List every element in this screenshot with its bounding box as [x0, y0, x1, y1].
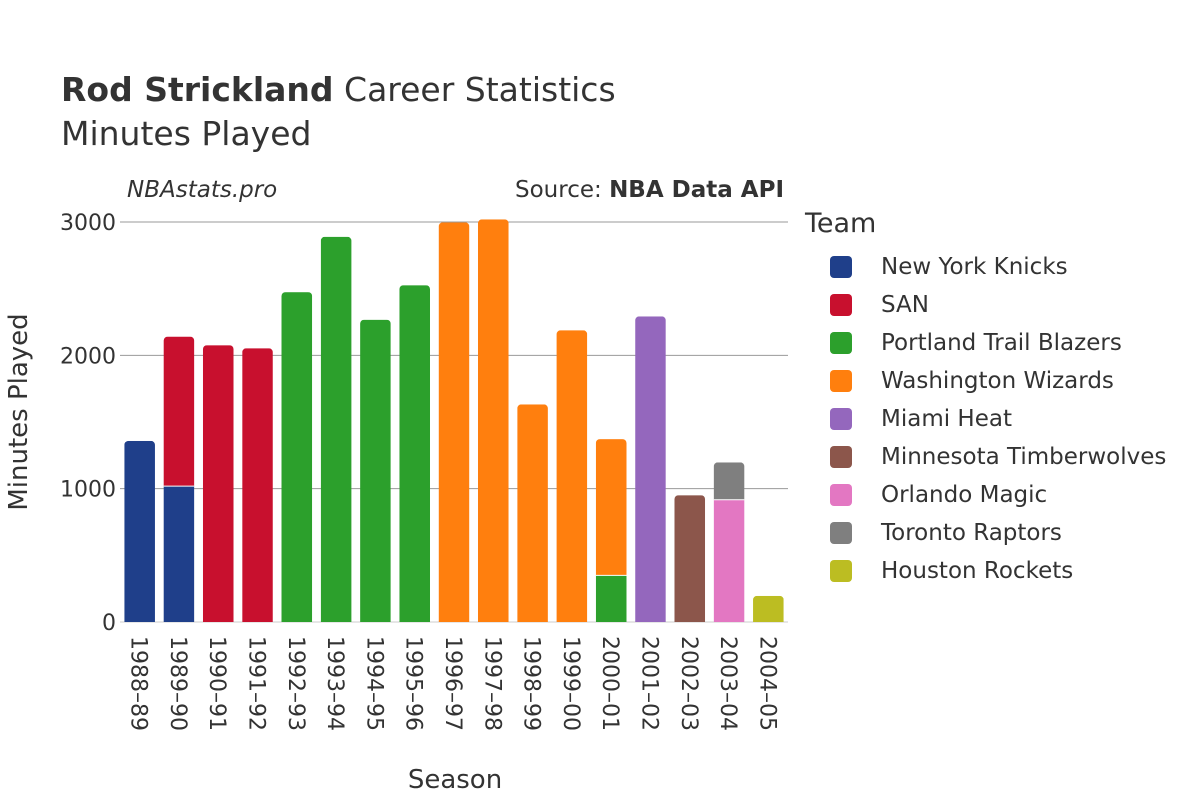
- bar-segment[interactable]: [556, 330, 588, 622]
- x-tick-label: 1989–90: [165, 636, 190, 731]
- y-tick-label: 2000: [60, 344, 116, 369]
- legend-label: Minnesota Timberwolves: [881, 444, 1167, 470]
- bar-segment[interactable]: [674, 495, 706, 622]
- legend-item[interactable]: Miami Heat: [805, 400, 1166, 438]
- x-tick-label: 1998–99: [519, 636, 544, 731]
- bar-segment[interactable]: [163, 336, 195, 487]
- legend-item[interactable]: Portland Trail Blazers: [805, 324, 1166, 362]
- bar-segment[interactable]: [438, 222, 470, 622]
- bar-segment[interactable]: [753, 595, 784, 622]
- x-tick-label: 1996–97: [440, 636, 465, 731]
- bar-segment[interactable]: [242, 348, 273, 622]
- legend-label: Washington Wizards: [881, 368, 1114, 394]
- legend-label: Houston Rockets: [881, 558, 1074, 584]
- bar-segment[interactable]: [360, 319, 391, 622]
- x-tick-label: 1993–94: [322, 636, 347, 731]
- y-axis-ticks: 0 1000 2000 3000: [60, 211, 116, 636]
- legend: Team New York Knicks SAN Portland Trail Bl…: [805, 208, 1166, 590]
- bar-segment[interactable]: [595, 439, 627, 576]
- legend-item[interactable]: New York Knicks: [805, 248, 1166, 286]
- legend-label: Miami Heat: [881, 406, 1012, 432]
- source-prefix: Source:: [515, 177, 610, 203]
- source-name: NBA Data API: [609, 177, 784, 203]
- legend-item[interactable]: Houston Rockets: [805, 552, 1166, 590]
- bar-segment[interactable]: [517, 404, 548, 622]
- title-suffix: Career Statistics: [333, 70, 616, 109]
- legend-swatch: [830, 560, 852, 582]
- source-credit: Source: NBA Data API: [515, 177, 784, 203]
- x-tick-label: 2002–03: [676, 636, 701, 731]
- x-tick-label: 1990–91: [204, 636, 229, 731]
- player-name: Rod Strickland: [61, 70, 334, 109]
- legend-swatch: [830, 256, 852, 278]
- bar-segment[interactable]: [124, 440, 155, 622]
- x-tick-label: 1991–92: [244, 636, 269, 731]
- bar-segment[interactable]: [635, 316, 666, 622]
- legend-item[interactable]: Minnesota Timberwolves: [805, 438, 1166, 476]
- y-tick-label: 1000: [60, 478, 116, 503]
- legend-item[interactable]: Orlando Magic: [805, 476, 1166, 514]
- legend-label: Orlando Magic: [881, 482, 1048, 508]
- x-axis-ticks: 1988–89 1989–90 1990–91 1991–92 1992–93 1993–…: [126, 636, 780, 731]
- x-tick-label: 1994–95: [361, 636, 386, 731]
- legend-swatch: [830, 522, 852, 544]
- legend-swatch: [830, 408, 852, 430]
- y-tick-label: 3000: [60, 211, 116, 236]
- x-tick-label: 1997–98: [479, 636, 504, 731]
- legend-swatch: [830, 332, 852, 354]
- x-tick-label: 2004–05: [754, 636, 779, 731]
- bar-segment[interactable]: [320, 236, 352, 623]
- x-tick-label: 1988–89: [126, 636, 151, 731]
- legend-label: Portland Trail Blazers: [881, 330, 1122, 356]
- x-tick-label: 1999–00: [558, 636, 583, 731]
- x-tick-label: 2000–01: [597, 636, 622, 731]
- y-tick-label: 0: [102, 611, 116, 636]
- legend-title: Team: [805, 208, 877, 239]
- watermark: NBAstats.pro: [127, 177, 278, 203]
- legend-item[interactable]: SAN: [805, 286, 1166, 324]
- bar-segment[interactable]: [713, 462, 745, 500]
- y-axis-label: Minutes Played: [4, 313, 34, 510]
- bars: [124, 219, 784, 623]
- bar-segment[interactable]: [595, 575, 627, 622]
- x-tick-label: 2001–02: [636, 636, 661, 731]
- legend-label: New York Knicks: [881, 254, 1068, 280]
- bar-segment[interactable]: [163, 486, 195, 622]
- legend-label: Toronto Raptors: [881, 520, 1062, 546]
- x-tick-label: 1995–96: [401, 636, 426, 731]
- x-axis-label: Season: [408, 765, 502, 795]
- legend-swatch: [830, 370, 852, 392]
- legend-items: New York Knicks SAN Portland Trail Blazers…: [805, 248, 1166, 590]
- bar-segment[interactable]: [202, 345, 234, 622]
- legend-swatch: [830, 484, 852, 506]
- legend-item[interactable]: Toronto Raptors: [805, 514, 1166, 552]
- bar-segment[interactable]: [399, 285, 431, 622]
- bar-segment[interactable]: [477, 219, 509, 623]
- legend-item[interactable]: Washington Wizards: [805, 362, 1166, 400]
- chart-subtitle: Minutes Played: [61, 114, 312, 153]
- x-tick-label: 1992–93: [283, 636, 308, 731]
- x-tick-label: 2003–04: [715, 636, 740, 731]
- bar-segment[interactable]: [281, 292, 313, 622]
- bar-segment[interactable]: [713, 499, 745, 622]
- chart-title: Rod Strickland Career Statistics: [61, 68, 616, 112]
- legend-label: SAN: [881, 292, 929, 318]
- legend-swatch: [830, 446, 852, 468]
- legend-swatch: [830, 294, 852, 316]
